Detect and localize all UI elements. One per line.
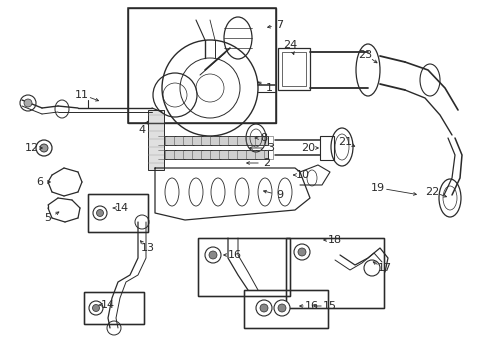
Bar xyxy=(285,238,383,308)
Bar xyxy=(244,290,327,328)
Circle shape xyxy=(89,301,103,315)
Text: 7: 7 xyxy=(276,20,283,30)
Circle shape xyxy=(260,304,267,312)
Text: 2: 2 xyxy=(263,158,270,168)
Circle shape xyxy=(273,300,289,316)
Bar xyxy=(88,194,148,232)
Bar xyxy=(285,238,383,308)
Text: 19: 19 xyxy=(370,183,384,193)
Circle shape xyxy=(96,210,103,216)
Text: 20: 20 xyxy=(300,143,314,153)
Text: 10: 10 xyxy=(295,170,309,180)
Text: 8: 8 xyxy=(260,133,267,143)
Text: 3: 3 xyxy=(267,143,274,153)
Text: 15: 15 xyxy=(323,301,336,311)
Text: 14: 14 xyxy=(101,300,115,310)
Bar xyxy=(282,52,305,86)
Text: 12: 12 xyxy=(25,143,39,153)
Bar xyxy=(88,194,148,232)
Bar xyxy=(319,136,333,160)
Text: 23: 23 xyxy=(357,50,371,60)
Text: 16: 16 xyxy=(305,301,318,311)
Bar xyxy=(158,150,267,159)
Text: 11: 11 xyxy=(75,90,89,100)
Text: 18: 18 xyxy=(327,235,342,245)
Circle shape xyxy=(278,304,285,312)
Text: 9: 9 xyxy=(276,190,283,200)
Circle shape xyxy=(297,248,305,256)
Circle shape xyxy=(92,305,99,311)
Text: 24: 24 xyxy=(282,40,297,50)
Text: 5: 5 xyxy=(44,213,51,223)
Circle shape xyxy=(24,99,32,107)
Bar xyxy=(128,8,275,123)
Text: 6: 6 xyxy=(37,177,43,187)
Text: 17: 17 xyxy=(377,263,391,273)
Bar xyxy=(198,238,289,296)
Text: 1: 1 xyxy=(265,83,272,93)
Text: 4: 4 xyxy=(138,125,145,135)
Text: 22: 22 xyxy=(424,187,438,197)
Text: 13: 13 xyxy=(141,243,155,253)
Circle shape xyxy=(204,247,221,263)
Text: 21: 21 xyxy=(337,137,351,147)
Circle shape xyxy=(208,251,217,259)
Bar xyxy=(128,8,275,123)
Bar xyxy=(198,238,289,296)
Bar xyxy=(244,290,327,328)
Circle shape xyxy=(256,300,271,316)
Bar xyxy=(84,292,143,324)
Bar xyxy=(84,292,143,324)
Bar xyxy=(158,136,267,145)
Text: 16: 16 xyxy=(227,250,242,260)
Circle shape xyxy=(36,140,52,156)
Circle shape xyxy=(93,206,107,220)
Circle shape xyxy=(293,244,309,260)
Circle shape xyxy=(40,144,48,152)
Text: 14: 14 xyxy=(115,203,129,213)
Bar xyxy=(278,48,309,90)
Circle shape xyxy=(363,260,379,276)
Bar xyxy=(148,110,163,170)
